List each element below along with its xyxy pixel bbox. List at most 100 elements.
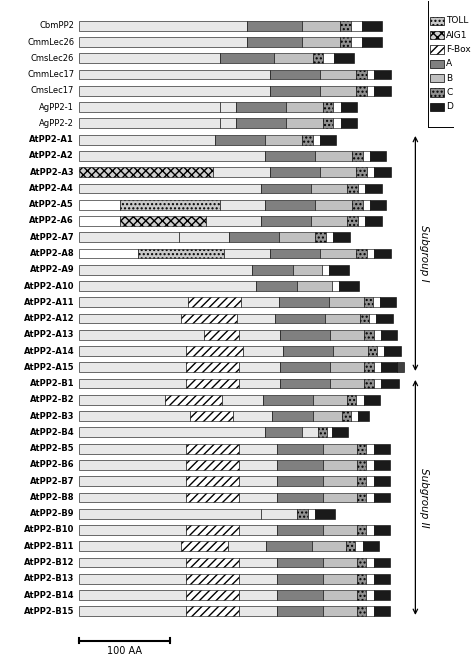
Bar	[323, 574, 357, 583]
Bar	[312, 395, 347, 405]
Bar	[347, 183, 358, 193]
Text: AtPP2-B12: AtPP2-B12	[24, 558, 74, 567]
Bar	[315, 232, 326, 242]
Bar	[221, 395, 263, 405]
Bar	[186, 558, 239, 568]
Bar	[339, 281, 359, 291]
Bar	[352, 151, 363, 161]
Text: AtPP2-A8: AtPP2-A8	[29, 249, 74, 258]
Bar	[270, 249, 320, 258]
Bar	[243, 346, 283, 356]
Bar	[334, 346, 368, 356]
Bar	[79, 21, 247, 30]
Bar	[179, 232, 229, 242]
Bar	[277, 460, 323, 470]
Bar	[330, 379, 365, 389]
Bar	[79, 607, 186, 616]
Text: AtPP2-B10: AtPP2-B10	[24, 525, 74, 535]
Bar	[330, 330, 365, 340]
Bar	[265, 151, 315, 161]
Bar	[430, 59, 444, 68]
Bar	[381, 330, 397, 340]
Bar	[265, 428, 301, 438]
Bar	[79, 183, 261, 193]
Bar	[364, 298, 373, 307]
Bar	[323, 102, 334, 112]
Bar	[79, 541, 181, 551]
Bar	[79, 314, 181, 323]
Bar	[358, 411, 369, 421]
Bar	[374, 444, 390, 453]
Bar	[430, 88, 444, 97]
Bar	[275, 314, 325, 323]
Bar	[79, 379, 186, 389]
Bar	[286, 119, 323, 128]
Bar	[397, 362, 404, 372]
Bar	[301, 21, 340, 30]
Bar	[165, 395, 221, 405]
Bar	[261, 183, 311, 193]
Bar	[280, 330, 330, 340]
Bar	[315, 200, 352, 210]
Bar	[79, 428, 265, 438]
Bar	[239, 444, 277, 453]
Bar	[138, 249, 224, 258]
Bar	[358, 216, 365, 226]
Bar	[277, 558, 323, 568]
Bar	[190, 411, 233, 421]
Text: AtPP2-B3: AtPP2-B3	[30, 412, 74, 420]
Bar	[374, 492, 390, 502]
Bar	[363, 541, 379, 551]
Bar	[323, 444, 357, 453]
Bar	[229, 232, 279, 242]
Text: C: C	[447, 88, 453, 97]
Bar	[186, 477, 239, 486]
Bar	[352, 200, 363, 210]
Bar	[332, 281, 339, 291]
Bar	[188, 298, 241, 307]
Bar	[430, 46, 444, 53]
Bar	[357, 492, 366, 502]
Bar	[365, 330, 374, 340]
Bar	[323, 590, 357, 600]
Bar	[357, 607, 366, 616]
Bar	[340, 21, 351, 30]
Text: CbmPP2: CbmPP2	[39, 21, 74, 30]
Text: AtPP2-A11: AtPP2-A11	[24, 298, 74, 307]
Text: AtPP2-B15: AtPP2-B15	[24, 607, 74, 616]
Bar	[374, 460, 390, 470]
Bar	[367, 249, 374, 258]
Bar	[224, 249, 270, 258]
Bar	[79, 346, 186, 356]
Bar	[270, 167, 320, 177]
Bar	[430, 74, 444, 82]
Bar	[330, 362, 365, 372]
Bar	[239, 379, 280, 389]
Bar	[357, 460, 366, 470]
Bar	[206, 216, 261, 226]
Bar	[239, 558, 277, 568]
Bar	[356, 167, 367, 177]
Bar	[266, 541, 311, 551]
Bar	[186, 492, 239, 502]
Bar	[351, 411, 358, 421]
Bar	[323, 525, 357, 535]
Bar	[376, 314, 392, 323]
Bar	[374, 525, 390, 535]
Bar	[362, 37, 382, 47]
Bar	[213, 167, 270, 177]
Bar	[430, 31, 444, 40]
Text: CmsLec26: CmsLec26	[31, 54, 74, 63]
Text: AtPP2-A10: AtPP2-A10	[24, 282, 74, 290]
Bar	[297, 509, 308, 519]
Bar	[79, 574, 186, 583]
Text: AtPP2-B6: AtPP2-B6	[29, 461, 74, 469]
Bar	[318, 428, 327, 438]
Bar	[79, 200, 119, 210]
Bar	[374, 70, 391, 79]
Bar	[351, 21, 362, 30]
Bar	[301, 37, 340, 47]
Text: AtPP2-A15: AtPP2-A15	[24, 363, 74, 372]
Bar	[79, 86, 270, 96]
Bar	[286, 102, 323, 112]
